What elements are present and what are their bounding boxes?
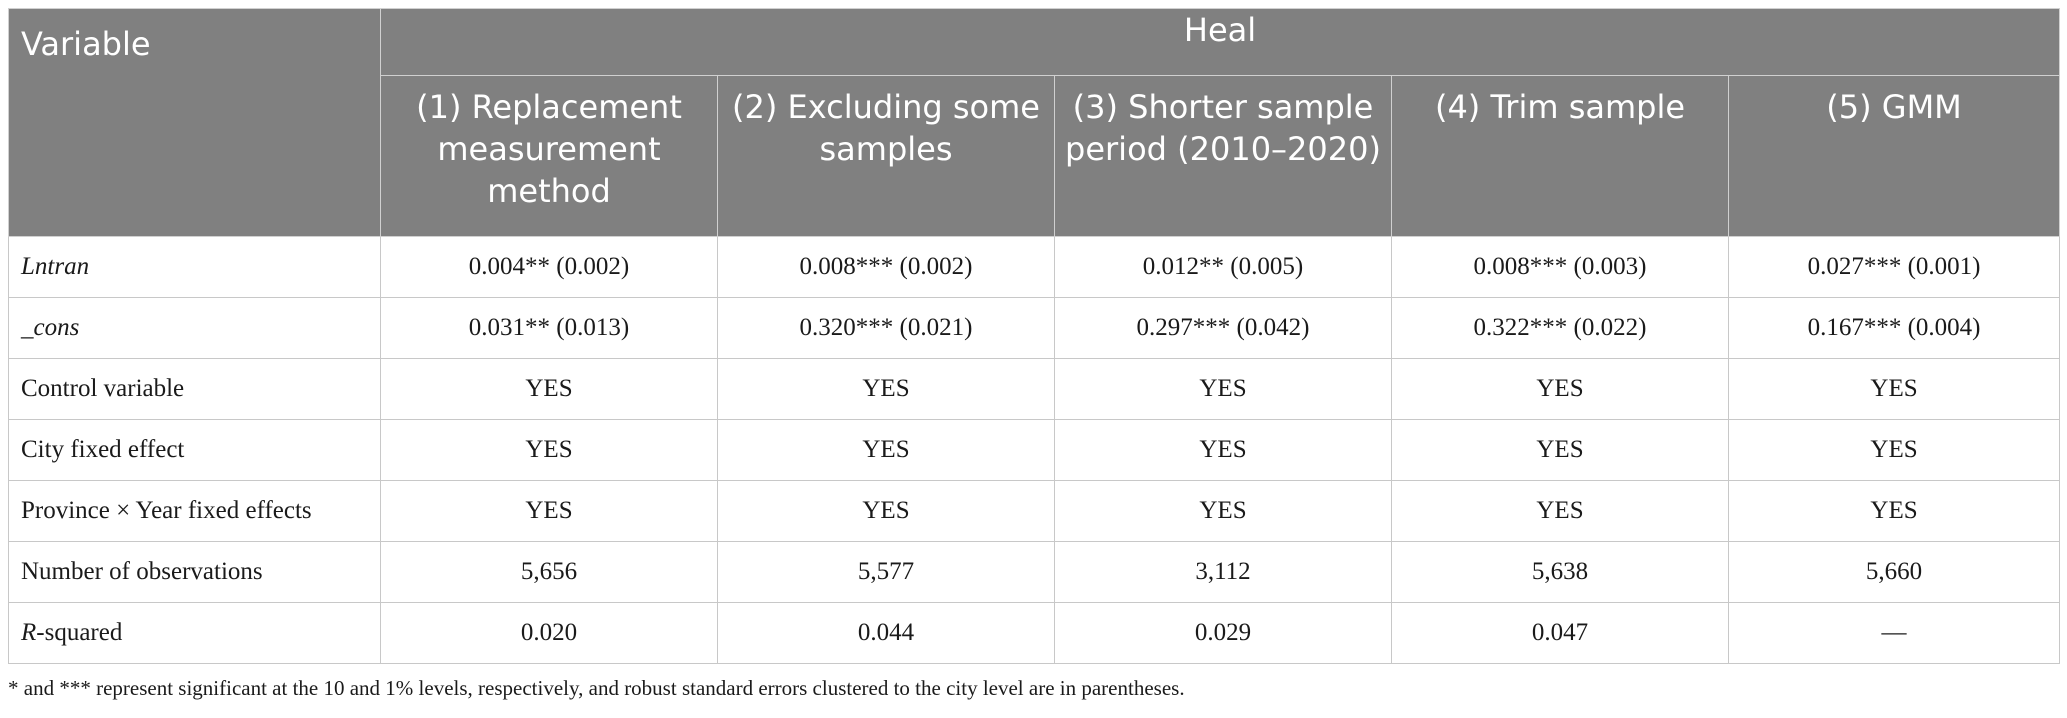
row-label: _cons — [8, 297, 381, 359]
column-header-5: (5) GMM — [1727, 75, 2061, 237]
row-label: Control variable — [8, 358, 381, 420]
table-cell: YES — [1727, 480, 2061, 542]
table-cell: YES — [1727, 419, 2061, 481]
table-cell: YES — [1391, 419, 1729, 481]
table-cell: YES — [380, 358, 718, 420]
row-label: City fixed effect — [8, 419, 381, 481]
table-row-province-year-fe: Province × Year fixed effects YES YES YE… — [8, 480, 2061, 542]
table-row-r-squared: R-squared 0.020 0.044 0.029 0.047 — — [8, 602, 2061, 664]
table-cell: 5,638 — [1391, 541, 1729, 603]
table-cell: YES — [1054, 480, 1392, 542]
table-cell: 0.027*** (0.001) — [1727, 236, 2061, 298]
table-footnote: * and *** represent significant at the 1… — [8, 676, 1185, 700]
table-cell: 0.012** (0.005) — [1054, 236, 1392, 298]
column-header-2: (2) Excluding some samples — [717, 75, 1055, 237]
table-cell: 0.031** (0.013) — [380, 297, 718, 359]
table-row-lntran: Lntran 0.004** (0.002) 0.008*** (0.002) … — [8, 236, 2061, 298]
heal-group-header: Heal — [379, 8, 2061, 76]
table-cell: YES — [1391, 358, 1729, 420]
row-label: Province × Year fixed effects — [8, 480, 381, 542]
table-cell: YES — [1727, 358, 2061, 420]
table-cell: 0.167*** (0.004) — [1727, 297, 2061, 359]
table-cell: 0.008*** (0.003) — [1391, 236, 1729, 298]
table-cell: YES — [1391, 480, 1729, 542]
column-header-3: (3) Shorter sample period (2010–2020) — [1054, 75, 1392, 237]
r-suffix: -squared — [36, 619, 123, 646]
robustness-table: Variable Heal (1) Replacement measuremen… — [8, 8, 2061, 664]
table-cell: YES — [717, 358, 1055, 420]
table-cell: YES — [1054, 358, 1392, 420]
table-cell: 5,577 — [717, 541, 1055, 603]
table-cell: 0.322*** (0.022) — [1391, 297, 1729, 359]
column-header-1: (1) Replacement measurement method — [380, 75, 718, 237]
row-label: Number of observations — [8, 541, 381, 603]
table-row-control-variable: Control variable YES YES YES YES YES — [8, 358, 2061, 420]
table-cell: YES — [380, 480, 718, 542]
table-cell: YES — [717, 419, 1055, 481]
table-cell: — — [1727, 602, 2061, 664]
table-cell: 0.008*** (0.002) — [717, 236, 1055, 298]
header-row-columns: (1) Replacement measurement method (2) E… — [9, 75, 2061, 237]
r-symbol: R — [21, 619, 37, 646]
table-cell: 0.297*** (0.042) — [1054, 297, 1392, 359]
column-header-4: (4) Trim sample — [1391, 75, 1729, 237]
table-cell: 0.020 — [380, 602, 718, 664]
table-row-observations: Number of observations 5,656 5,577 3,112… — [8, 541, 2061, 603]
table-cell: 0.044 — [717, 602, 1055, 664]
table-row-city-fixed-effect: City fixed effect YES YES YES YES YES — [8, 419, 2061, 481]
table-cell: 5,656 — [380, 541, 718, 603]
variable-header: Variable — [8, 8, 381, 237]
table-cell: YES — [1054, 419, 1392, 481]
table-row-cons: _cons 0.031** (0.013) 0.320*** (0.021) 0… — [8, 297, 2061, 359]
table-cell: 3,112 — [1054, 541, 1392, 603]
table-cell: 5,660 — [1727, 541, 2061, 603]
table-cell: 0.047 — [1391, 602, 1729, 664]
table-cell: 0.004** (0.002) — [380, 236, 718, 298]
table-cell: YES — [380, 419, 718, 481]
row-label: R-squared — [8, 602, 381, 664]
table-cell: 0.320*** (0.021) — [717, 297, 1055, 359]
table-cell: YES — [717, 480, 1055, 542]
row-label: Lntran — [8, 236, 381, 298]
results-table-container: Variable Heal (1) Replacement measuremen… — [8, 8, 2061, 664]
table-cell: 0.029 — [1054, 602, 1392, 664]
header-row-top: Variable Heal — [8, 8, 2061, 237]
